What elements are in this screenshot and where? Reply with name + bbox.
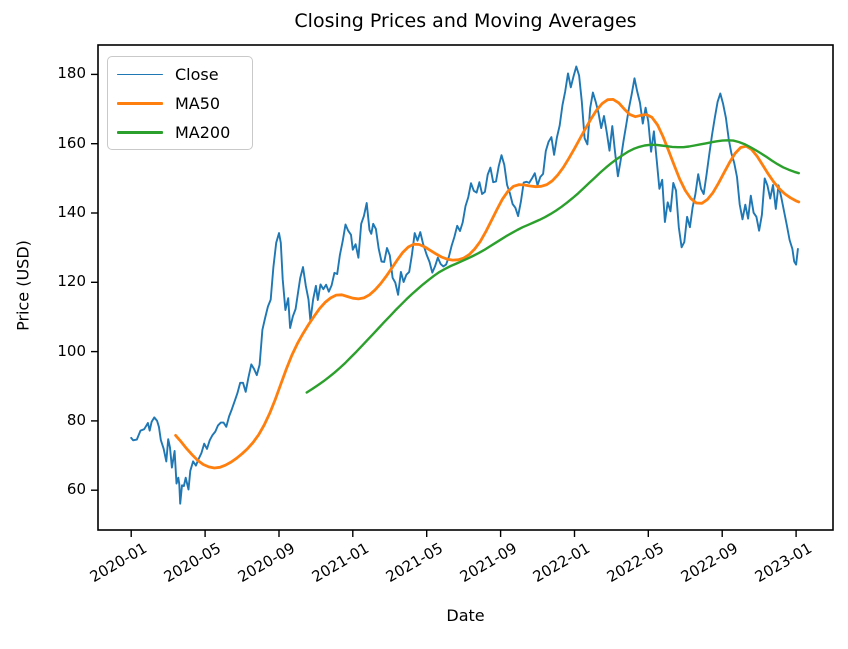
series-line-ma200 <box>305 139 800 394</box>
series-line-close <box>130 65 799 505</box>
y-tick-label: 100 <box>57 341 86 360</box>
y-tick-label: 80 <box>66 410 86 429</box>
legend-item-ma200: MA200 <box>108 118 252 147</box>
legend-label: MA200 <box>175 122 231 142</box>
legend-item-ma50: MA50 <box>108 89 252 118</box>
legend-line-sample <box>117 131 163 134</box>
axes-frame <box>97 44 834 531</box>
y-tick-label: 160 <box>57 133 86 152</box>
legend-label: MA50 <box>175 93 221 113</box>
legend-label: Close <box>175 64 219 84</box>
y-tick-label: 120 <box>57 272 86 291</box>
legend-line-sample <box>117 73 163 76</box>
y-tick-label: 140 <box>57 203 86 222</box>
legend: Close MA50 MA200 <box>107 56 253 150</box>
legend-item-close: Close <box>108 60 252 89</box>
chart-title: Closing Prices and Moving Averages <box>294 10 637 32</box>
series-line-ma50 <box>174 98 801 470</box>
x-axis-label: Date <box>446 606 485 625</box>
y-tick-label: 180 <box>57 64 86 83</box>
legend-line-sample <box>117 102 163 105</box>
y-tick-label: 60 <box>66 480 86 499</box>
